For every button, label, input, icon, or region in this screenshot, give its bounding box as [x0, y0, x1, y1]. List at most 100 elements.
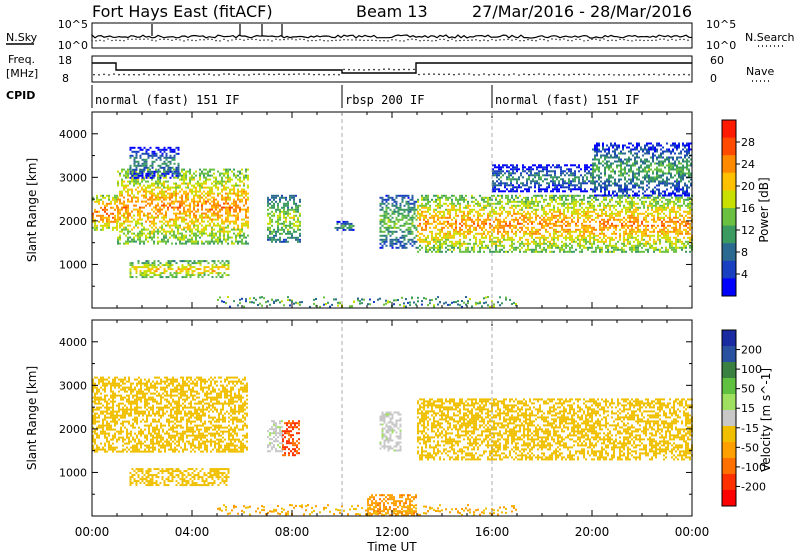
- heatmap-cell: [633, 208, 635, 211]
- heatmap-cell: [443, 226, 445, 229]
- heatmap-cell: [534, 190, 536, 193]
- heatmap-cell: [455, 220, 457, 223]
- heatmap-cell: [553, 208, 555, 211]
- heatmap-cell: [441, 196, 443, 199]
- heatmap-cell: [607, 246, 609, 249]
- heatmap-cell: [385, 226, 388, 229]
- heatmap-cell: [185, 210, 187, 213]
- heatmap-cell: [473, 196, 475, 199]
- heatmap-cell: [556, 176, 558, 179]
- heatmap-cell: [169, 218, 171, 221]
- heatmap-cell: [531, 228, 533, 231]
- heatmap-cell: [543, 210, 545, 213]
- heatmap-cell: [579, 212, 581, 215]
- heatmap-cell: [177, 212, 179, 215]
- heatmap-cell: [399, 224, 402, 227]
- heatmap-cell: [477, 214, 479, 217]
- heatmap-cell: [585, 212, 587, 215]
- heatmap-cell: [239, 200, 241, 203]
- heatmap-cell: [401, 244, 404, 247]
- heatmap-cell: [425, 202, 427, 205]
- heatmap-cell: [169, 232, 171, 235]
- heatmap-cell: [453, 244, 455, 247]
- heatmap-cell: [177, 228, 179, 231]
- heatmap-cell: [203, 232, 205, 235]
- heatmap-cell: [289, 216, 291, 219]
- heatmap-cell: [433, 210, 435, 213]
- heatmap-cell: [573, 220, 575, 223]
- heatmap-cell: [496, 166, 498, 169]
- heatmap-cell: [637, 238, 639, 241]
- heatmap-cell: [567, 220, 569, 223]
- heatmap-cell: [207, 274, 210, 277]
- heatmap-cell: [235, 240, 237, 243]
- heatmap-cell: [663, 208, 665, 211]
- heatmap-cell: [167, 220, 169, 223]
- heatmap-cell: [267, 238, 269, 241]
- heatmap-cell: [685, 222, 687, 225]
- heatmap-cell: [587, 224, 589, 227]
- heatmap-cell: [129, 168, 131, 171]
- heatmap-cell: [511, 238, 513, 241]
- heatmap-cell: [203, 182, 205, 185]
- heatmap-cell: [143, 214, 145, 217]
- heatmap-cell: [191, 232, 193, 235]
- heatmap-cell: [247, 192, 249, 195]
- heatmap-cell: [537, 236, 539, 239]
- heatmap-cell: [217, 192, 219, 195]
- heatmap-cell: [223, 228, 225, 231]
- heatmap-cell: [459, 198, 461, 201]
- heatmap-cell: [526, 184, 528, 187]
- heatmap-cell: [679, 232, 681, 235]
- heatmap-cell: [565, 220, 567, 223]
- heatmap-cell: [187, 228, 189, 231]
- heatmap-cell: [153, 274, 156, 277]
- heatmap-cell: [455, 204, 457, 207]
- heatmap-cell: [459, 208, 461, 211]
- heatmap-cell: [141, 186, 143, 189]
- heatmap-cell: [151, 214, 153, 217]
- heatmap-cell: [201, 206, 203, 209]
- heatmap-cell: [423, 216, 425, 219]
- heatmap-cell: [527, 218, 529, 221]
- heatmap-cell: [213, 222, 215, 225]
- heatmap-cell: [147, 148, 150, 151]
- heatmap-cell: [483, 232, 485, 235]
- heatmap-cell: [225, 202, 227, 205]
- heatmap-cell: [167, 224, 169, 227]
- heatmap-cell: [207, 270, 210, 273]
- heatmap-cell: [137, 172, 140, 175]
- heatmap-cell: [543, 236, 545, 239]
- heatmap-cell: [131, 216, 133, 219]
- heatmap-cell: [503, 224, 505, 227]
- heatmap-cell: [223, 272, 226, 275]
- heatmap-cell: [297, 216, 299, 219]
- heatmap-cell: [209, 216, 211, 219]
- heatmap-cell: [679, 218, 681, 221]
- heatmap-cell: [175, 176, 177, 179]
- heatmap-cell: [207, 224, 209, 227]
- heatmap-cell: [541, 196, 543, 199]
- heatmap-cell: [577, 200, 579, 203]
- heatmap-cell: [535, 240, 537, 243]
- heatmap-cell: [453, 194, 455, 197]
- heatmap-cell: [145, 162, 148, 165]
- heatmap-cell: [177, 218, 179, 221]
- heatmap-cell: [631, 226, 633, 229]
- heatmap-cell: [479, 224, 481, 227]
- heatmap-cell: [641, 250, 643, 253]
- heatmap-cell: [505, 194, 507, 197]
- heatmap-cell: [153, 172, 156, 175]
- heatmap-cell: [233, 222, 235, 225]
- heatmap-cell: [145, 204, 147, 207]
- heatmap-cell: [485, 236, 487, 239]
- heatmap-cell: [455, 242, 457, 245]
- heatmap-cell: [199, 186, 201, 189]
- heatmap-cell: [499, 240, 501, 243]
- heatmap-cell: [547, 202, 549, 205]
- heatmap-cell: [497, 236, 499, 239]
- heatmap-cell: [147, 270, 150, 273]
- heatmap-cell: [291, 226, 293, 229]
- heatmap-cell: [169, 260, 172, 263]
